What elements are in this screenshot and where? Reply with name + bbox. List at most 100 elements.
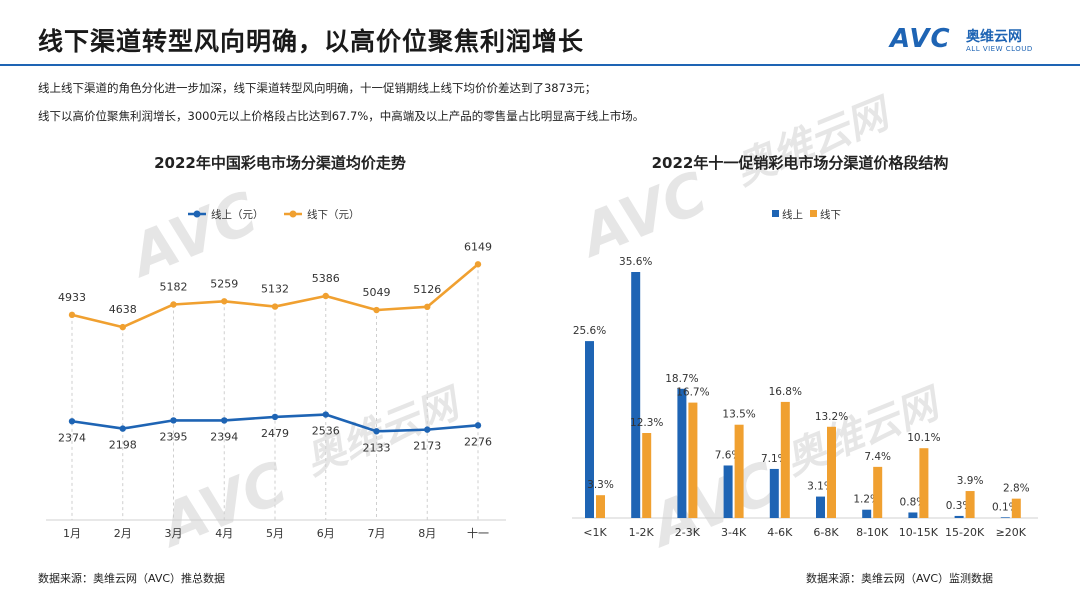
legend-swatch bbox=[810, 210, 817, 217]
data-label: 5049 bbox=[363, 286, 391, 299]
bar-value-label: 0.1% bbox=[992, 501, 1019, 513]
data-label: 2133 bbox=[363, 441, 391, 454]
data-label: 2374 bbox=[58, 431, 86, 444]
description-line-1: 线上线下渠道的角色分化进一步加深，线下渠道转型风向明确，十一促销期线上线下均价价… bbox=[38, 81, 597, 95]
bar-offline bbox=[596, 495, 605, 518]
header-divider bbox=[0, 64, 1080, 66]
data-label: 5126 bbox=[413, 283, 441, 296]
page-title: 线下渠道转型风向明确，以高价位聚焦利润增长 bbox=[38, 27, 585, 56]
bar-online bbox=[769, 468, 779, 518]
data-label: 4933 bbox=[58, 291, 86, 304]
x-tick-label: 4-6K bbox=[767, 526, 793, 539]
line-chart-title: 2022年中国彩电市场分渠道均价走势 bbox=[154, 154, 406, 172]
data-point bbox=[474, 422, 482, 429]
bar-value-label: 16.8% bbox=[769, 386, 802, 398]
x-tick-label: 3月 bbox=[165, 527, 183, 540]
bar-value-label: 3.3% bbox=[587, 479, 614, 491]
data-point bbox=[424, 426, 431, 433]
source-note-left: 数据来源：奥维云网（AVC）推总数据 bbox=[38, 572, 226, 585]
x-tick-label: 10-15K bbox=[899, 526, 939, 539]
x-tick-label: 8-10K bbox=[856, 526, 889, 539]
bar-value-label: 12.3% bbox=[630, 417, 663, 429]
data-point bbox=[474, 261, 482, 268]
bar-value-label: 3.9% bbox=[957, 475, 984, 487]
legend-label: 线上（元） bbox=[211, 208, 264, 221]
bar-online bbox=[816, 496, 825, 518]
data-label: 2276 bbox=[464, 435, 492, 448]
data-label: 2173 bbox=[413, 440, 441, 453]
bar-offline bbox=[965, 491, 975, 518]
bar-offline bbox=[734, 424, 744, 518]
legend-label: 线下（元） bbox=[307, 208, 360, 221]
x-tick-label: 5月 bbox=[266, 527, 284, 540]
bar-online bbox=[862, 509, 872, 518]
bar-value-label: 2.8% bbox=[1003, 483, 1030, 495]
x-tick-label: 2-3K bbox=[675, 526, 701, 539]
data-point bbox=[221, 417, 228, 424]
data-point bbox=[271, 303, 279, 310]
legend-marker bbox=[289, 210, 297, 218]
data-label: 5182 bbox=[160, 280, 188, 293]
data-point bbox=[322, 411, 329, 418]
data-label: 5259 bbox=[210, 277, 238, 290]
avc-logo: AVC 奥维云网 ALL VIEW CLOUD bbox=[890, 24, 1060, 60]
data-point bbox=[271, 413, 279, 421]
data-label: 2394 bbox=[210, 430, 238, 443]
bar-online bbox=[631, 272, 641, 518]
x-tick-label: 十一 bbox=[467, 526, 489, 540]
source-note-right: 数据来源：奥维云网（AVC）监测数据 bbox=[806, 572, 994, 585]
legend-label: 线下 bbox=[820, 208, 841, 221]
bar-value-label: 16.7% bbox=[676, 387, 709, 399]
data-label: 4638 bbox=[109, 303, 137, 316]
bar-value-label: 35.6% bbox=[619, 256, 652, 268]
bar-value-label: 18.7% bbox=[665, 373, 698, 385]
data-label: 6149 bbox=[464, 240, 492, 253]
bar-online bbox=[723, 465, 733, 518]
bar-offline bbox=[827, 426, 836, 518]
data-label: 2479 bbox=[261, 427, 289, 440]
bar-value-label: 25.6% bbox=[573, 325, 606, 337]
bar-offline bbox=[780, 401, 790, 518]
data-point bbox=[68, 418, 76, 425]
data-point bbox=[322, 292, 329, 300]
legend-swatch bbox=[772, 210, 779, 217]
x-tick-label: 15-20K bbox=[945, 526, 985, 539]
bar-value-label: 13.5% bbox=[722, 409, 755, 421]
data-label: 2395 bbox=[160, 430, 188, 443]
logo-en-text: ALL VIEW CLOUD bbox=[966, 45, 1033, 53]
data-label: 2198 bbox=[109, 439, 137, 452]
x-tick-label: 6月 bbox=[317, 527, 335, 540]
bar-online bbox=[585, 341, 594, 518]
bar-offline bbox=[919, 448, 929, 518]
bar-offline bbox=[688, 402, 698, 518]
data-point bbox=[373, 306, 380, 314]
bar-offline bbox=[873, 466, 883, 518]
x-tick-label: ≥20K bbox=[996, 526, 1027, 539]
x-tick-label: 1月 bbox=[63, 527, 81, 540]
logo-mark: AVC bbox=[890, 24, 951, 54]
bar-chart-title: 2022年十一促销彩电市场分渠道价格段结构 bbox=[651, 154, 949, 172]
bar-online bbox=[954, 515, 964, 518]
x-tick-label: 1-2K bbox=[629, 526, 655, 539]
bar-offline bbox=[1011, 498, 1021, 518]
data-point bbox=[424, 303, 431, 311]
bar-value-label: 7.4% bbox=[864, 451, 891, 463]
bar-online bbox=[677, 388, 687, 518]
bar-value-label: 13.2% bbox=[815, 411, 848, 423]
x-tick-label: 8月 bbox=[418, 527, 436, 540]
bar-value-label: 10.1% bbox=[907, 432, 940, 444]
legend-marker bbox=[193, 210, 201, 218]
bar-online bbox=[908, 512, 918, 518]
x-tick-label: 7月 bbox=[368, 527, 386, 540]
data-point bbox=[68, 311, 76, 319]
x-tick-label: <1K bbox=[583, 526, 607, 539]
x-tick-label: 3-4K bbox=[721, 526, 747, 539]
legend-label: 线上 bbox=[782, 208, 803, 221]
data-label: 5132 bbox=[261, 283, 289, 296]
description-line-2: 线下以高价位聚焦利润增长，3000元以上价格段占比达到67.7%，中高端及以上产… bbox=[38, 109, 645, 123]
data-point bbox=[170, 301, 177, 308]
x-tick-label: 4月 bbox=[215, 527, 233, 540]
x-tick-label: 2月 bbox=[114, 527, 132, 540]
x-tick-label: 6-8K bbox=[813, 526, 839, 539]
